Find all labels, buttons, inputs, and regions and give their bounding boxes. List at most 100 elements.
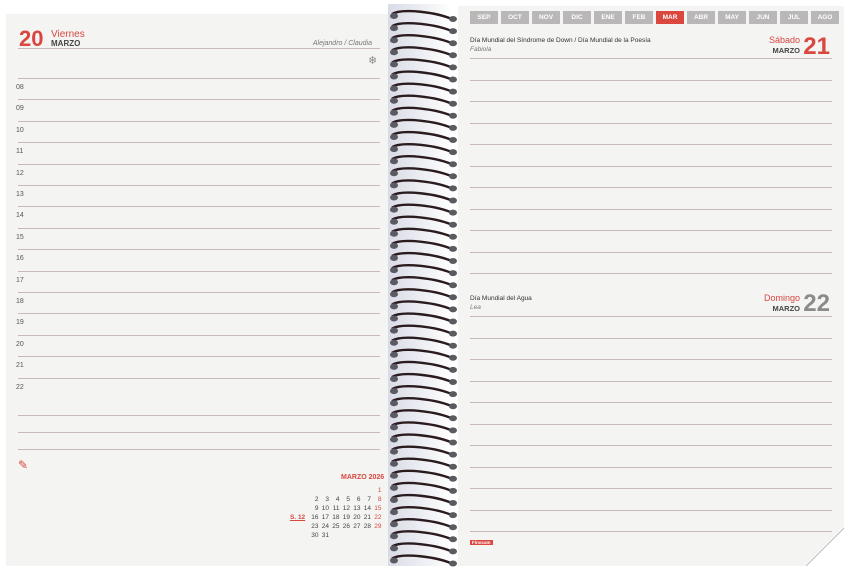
binding-hole [449, 512, 457, 519]
day-events: Día Mundial del Agua [470, 295, 532, 302]
binding-hole [390, 25, 398, 32]
spiral-coil [391, 9, 455, 22]
mini-calendar-day: 11 [332, 505, 340, 512]
binding-hole [449, 16, 457, 22]
binding-hole [390, 484, 398, 491]
tab-jul[interactable]: JUL [780, 11, 808, 24]
hour-label: 14 [16, 212, 24, 220]
binding-hole [449, 354, 457, 361]
binding-hole [449, 209, 457, 216]
binding-hole [449, 161, 457, 168]
writing-line [470, 165, 832, 167]
writing-line [470, 488, 832, 489]
mini-calendar-day: 21 [363, 514, 371, 521]
tab-mar[interactable]: MAR [656, 11, 684, 24]
week-number: S. 12 [290, 514, 306, 521]
hour-line [18, 377, 380, 379]
tab-feb[interactable]: FEB [625, 11, 653, 24]
binding-hole [390, 303, 398, 310]
binding-hole [449, 76, 457, 83]
binding-hole [449, 270, 457, 277]
mini-calendar-day [351, 486, 362, 495]
mini-calendar-day: 10 [321, 505, 329, 512]
binding-hole [449, 439, 457, 446]
binding-hole [449, 451, 457, 458]
header-rule [18, 48, 380, 49]
tab-sep[interactable]: SEP [470, 11, 498, 24]
binding-hole [449, 500, 457, 506]
spiral-coil [391, 542, 455, 554]
pencil-icon[interactable]: ✎ [18, 458, 29, 472]
mini-calendar-day [309, 486, 320, 495]
binding-hole [449, 282, 457, 289]
binding-hole [449, 258, 457, 264]
binding-hole [449, 137, 457, 143]
day-number: 22 [803, 290, 830, 317]
mini-calendar-day: 4 [335, 496, 340, 503]
tab-oct[interactable]: OCT [501, 11, 529, 24]
spiral-coil [391, 530, 455, 542]
hour-label: 20 [16, 340, 24, 348]
spiral-coil [391, 215, 455, 227]
binding-hole [449, 536, 457, 543]
writing-line [470, 531, 832, 532]
mini-calendar-day: 3 [325, 496, 329, 503]
tab-ago[interactable]: AGO [811, 11, 839, 24]
tab-may[interactable]: MAY [718, 11, 746, 24]
hour-label: 22 [16, 383, 24, 391]
mini-calendar-day: 6 [356, 496, 361, 503]
binding-hole [390, 255, 398, 261]
binding-hole [449, 64, 457, 71]
mini-calendar-day [362, 531, 373, 540]
mini-calendar-day: 26 [342, 523, 350, 530]
tab-dic[interactable]: DIC [563, 11, 591, 24]
spiral-coil [391, 130, 455, 143]
binding-hole [390, 400, 398, 407]
tab-nov[interactable]: NOV [532, 11, 560, 24]
writing-line [470, 380, 832, 382]
spiral-coil [391, 264, 455, 276]
spiral-coil [391, 82, 455, 94]
binding-hole [390, 158, 398, 165]
writing-line [470, 58, 832, 59]
spiral-coil [391, 300, 455, 312]
binding-hole [390, 388, 398, 395]
spiral-coil [391, 445, 455, 457]
writing-line [470, 122, 832, 124]
mini-calendar: 1 2 3 4 5 6 7 8 9 10 11 12 13 14 15 S. 12 16 17 18 19 20 21 22… [289, 486, 383, 540]
binding-hole [449, 379, 457, 385]
spiral-coil [391, 251, 455, 264]
spiral-binding [388, 4, 457, 567]
writing-line [470, 445, 832, 446]
tab-jun[interactable]: JUN [749, 11, 777, 24]
hour-line [18, 334, 380, 336]
spiral-coil [391, 34, 455, 46]
spiral-coil [391, 143, 455, 155]
binding-hole [390, 279, 398, 286]
mini-calendar-day [330, 531, 341, 540]
day-name: Viernes [51, 29, 85, 40]
hour-label: 10 [16, 126, 24, 134]
mini-calendar-day: 27 [353, 523, 361, 530]
tab-abr[interactable]: ABR [687, 11, 715, 24]
page-curl [804, 526, 844, 566]
month-name: MARZO [772, 304, 801, 313]
hour-line [18, 206, 380, 208]
binding-hole [390, 61, 398, 68]
binding-hole [390, 327, 398, 334]
binding-hole [390, 557, 398, 564]
binding-hole [390, 509, 398, 516]
hour-label: 15 [16, 233, 24, 241]
tab-ene[interactable]: ENE [594, 11, 622, 24]
binding-hole [390, 49, 398, 56]
binding-hole [390, 351, 398, 358]
mini-calendar-day: 29 [374, 523, 382, 530]
month-tabs: SEP OCT NOV DIC ENE FEB MAR ABR MAY JUN JUL AGO [470, 11, 839, 24]
hour-line [18, 249, 380, 251]
spiral-coil [391, 469, 455, 481]
binding-hole [449, 524, 457, 531]
writing-line [470, 230, 832, 231]
binding-hole [449, 40, 457, 47]
binding-hole [449, 221, 457, 228]
